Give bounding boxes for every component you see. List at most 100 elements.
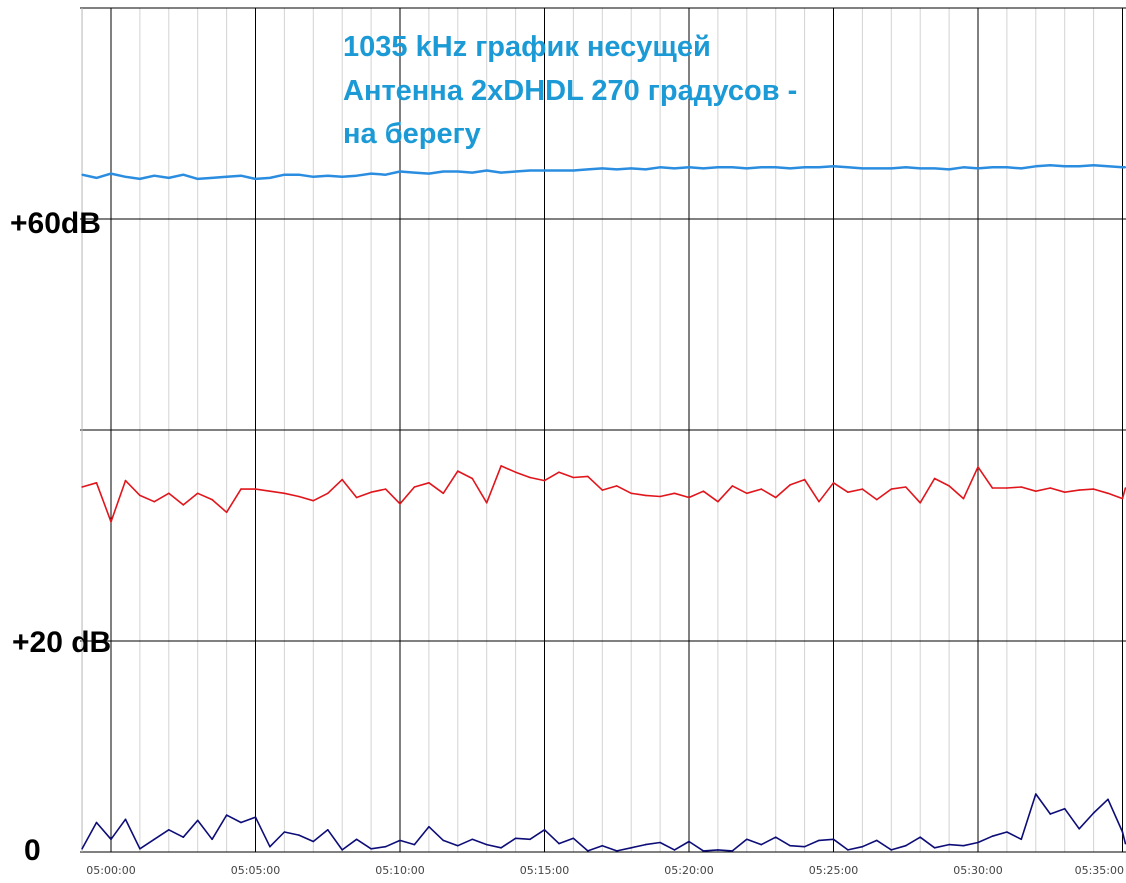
- data-point: [254, 488, 257, 490]
- data-point: [254, 816, 257, 818]
- data-point: [673, 167, 676, 170]
- data-point: [1121, 166, 1124, 169]
- data-point: [298, 834, 300, 836]
- data-point: [558, 169, 560, 172]
- data-point: [572, 837, 575, 840]
- data-point: [760, 166, 763, 169]
- y-labels: +60dB +20 dB 0: [10, 207, 111, 867]
- data-point: [1092, 164, 1095, 166]
- data-point: [529, 476, 531, 479]
- data-point: [1049, 487, 1052, 489]
- data-point: [746, 838, 748, 841]
- series-line-2: [81, 793, 1126, 852]
- data-point: [890, 488, 893, 490]
- data-point: [818, 839, 820, 842]
- data-point: [673, 849, 676, 851]
- data-point: [196, 178, 199, 180]
- data-point: [1078, 489, 1080, 491]
- data-point: [818, 166, 820, 169]
- data-point: [1078, 828, 1080, 830]
- data-point: [1092, 812, 1095, 814]
- data-point: [240, 488, 242, 490]
- data-point: [81, 486, 83, 488]
- data-point: [500, 171, 502, 174]
- x-tick-label: 05:20:00: [664, 864, 713, 877]
- data-point: [355, 838, 358, 841]
- data-point: [601, 489, 604, 491]
- data-point: [370, 172, 372, 175]
- data-point: [153, 174, 156, 177]
- data-point: [876, 498, 878, 501]
- data-point: [905, 844, 907, 847]
- data-point: [572, 169, 575, 172]
- data-point: [269, 490, 271, 493]
- data-point: [428, 482, 430, 484]
- data-point: [1006, 831, 1008, 833]
- data-point: [327, 174, 329, 177]
- data-point: [442, 492, 445, 495]
- data-point: [630, 167, 632, 170]
- data-point: [587, 850, 589, 852]
- data-point: [630, 847, 632, 849]
- data-point: [182, 836, 185, 838]
- data-point: [1092, 488, 1095, 490]
- data-point: [139, 494, 141, 497]
- data-point: [1078, 165, 1080, 168]
- data-point: [789, 844, 791, 847]
- data-point: [168, 829, 170, 831]
- data-point: [861, 167, 864, 170]
- data-point: [543, 169, 546, 172]
- data-point: [774, 166, 777, 169]
- data-point: [254, 178, 257, 180]
- data-point: [616, 850, 618, 852]
- data-point: [919, 836, 921, 838]
- data-point: [1035, 793, 1037, 795]
- data-point: [384, 845, 387, 848]
- data-point: [803, 478, 806, 481]
- data-point: [717, 166, 719, 169]
- data-point: [832, 838, 835, 841]
- data-point: [399, 503, 401, 505]
- data-point: [413, 171, 416, 174]
- data-point: [1063, 165, 1066, 168]
- data-point: [847, 166, 849, 169]
- data-point: [110, 521, 112, 523]
- data-point: [327, 829, 329, 831]
- data-point: [240, 174, 242, 177]
- data-point: [81, 173, 83, 176]
- data-point: [225, 176, 228, 178]
- data-point: [211, 177, 213, 179]
- data-point: [1049, 164, 1052, 166]
- data-point: [688, 496, 690, 499]
- data-point: [948, 485, 950, 487]
- data-point: [355, 174, 358, 177]
- data-point: [876, 839, 878, 842]
- data-point: [731, 485, 734, 487]
- data-point: [587, 168, 589, 171]
- data-point: [471, 477, 474, 480]
- data-point: [153, 838, 156, 841]
- data-point: [514, 471, 517, 474]
- data-point: [977, 167, 979, 170]
- data-point: [774, 496, 777, 499]
- data-point: [124, 818, 127, 821]
- data-point: [543, 479, 546, 482]
- data-point: [774, 836, 777, 838]
- data-point: [139, 178, 141, 180]
- x-tick-label: 05:05:00: [231, 864, 280, 877]
- data-point: [312, 499, 315, 502]
- data-point: [124, 176, 127, 178]
- data-point: [746, 167, 748, 170]
- data-point: [413, 843, 416, 846]
- data-point: [139, 848, 141, 850]
- data-point: [659, 166, 661, 169]
- data-point: [933, 477, 936, 480]
- data-point: [196, 819, 199, 822]
- data-point: [413, 486, 416, 488]
- data-point: [399, 839, 401, 842]
- data-point: [803, 166, 806, 169]
- data-point: [803, 845, 806, 848]
- data-point: [1020, 838, 1023, 841]
